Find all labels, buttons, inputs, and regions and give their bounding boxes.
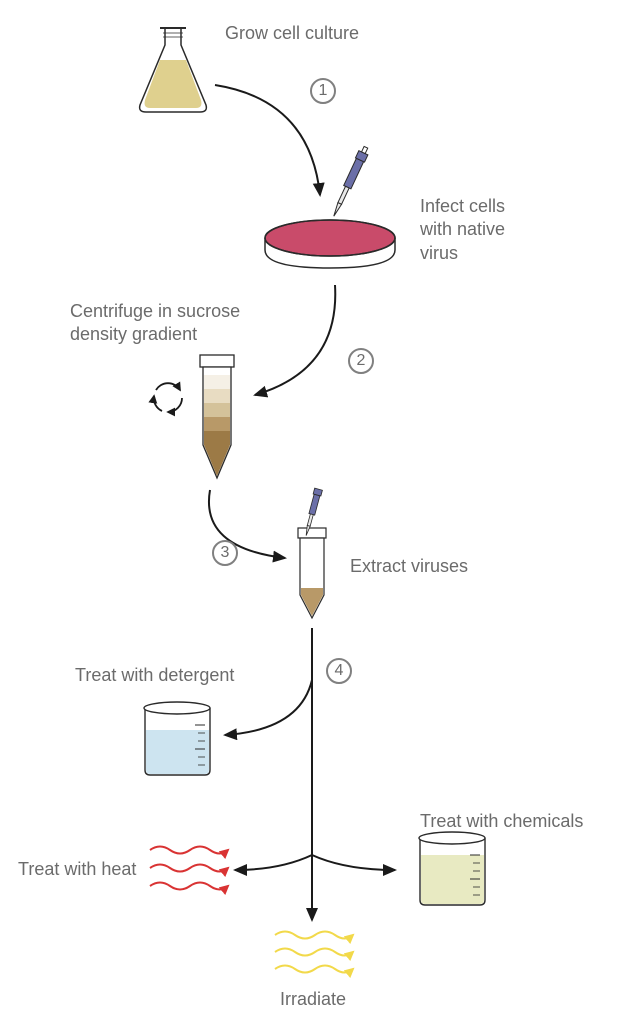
label-detergent: Treat with detergent xyxy=(75,664,234,687)
centrifuge-tube-icon xyxy=(200,355,234,478)
step-num: 4 xyxy=(335,662,344,680)
label-extract: Extract viruses xyxy=(350,555,468,578)
rotation-icon xyxy=(154,383,182,412)
arrow-1 xyxy=(215,85,320,195)
label-centrifuge: Centrifuge in sucrose density gradient xyxy=(70,300,240,347)
step-circle-4: 4 xyxy=(326,658,352,684)
label-heat: Treat with heat xyxy=(18,858,136,881)
petri-dish-icon xyxy=(265,220,395,268)
irradiate-waves-icon xyxy=(275,932,353,973)
arrow-4-chemicals xyxy=(312,855,395,870)
arrow-4-detergent xyxy=(225,680,312,735)
step-circle-2: 2 xyxy=(348,348,374,374)
pipette-icon xyxy=(329,145,370,218)
step-num: 3 xyxy=(221,544,230,562)
arrow-4-heat xyxy=(235,855,312,870)
beaker-chemicals-icon xyxy=(419,832,485,905)
label-infect-cells: Infect cells with native virus xyxy=(420,195,505,265)
label-grow-culture: Grow cell culture xyxy=(225,22,359,45)
arrow-2 xyxy=(255,285,335,395)
label-irradiate: Irradiate xyxy=(280,988,346,1011)
step-num: 1 xyxy=(319,82,328,100)
step-num: 2 xyxy=(357,352,366,370)
flask-icon xyxy=(140,28,207,112)
label-chemicals: Treat with chemicals xyxy=(420,810,583,833)
step-circle-1: 1 xyxy=(310,78,336,104)
step-circle-3: 3 xyxy=(212,540,238,566)
beaker-detergent-icon xyxy=(144,702,210,775)
extract-tube-icon xyxy=(298,528,326,618)
heat-waves-icon xyxy=(150,847,228,890)
